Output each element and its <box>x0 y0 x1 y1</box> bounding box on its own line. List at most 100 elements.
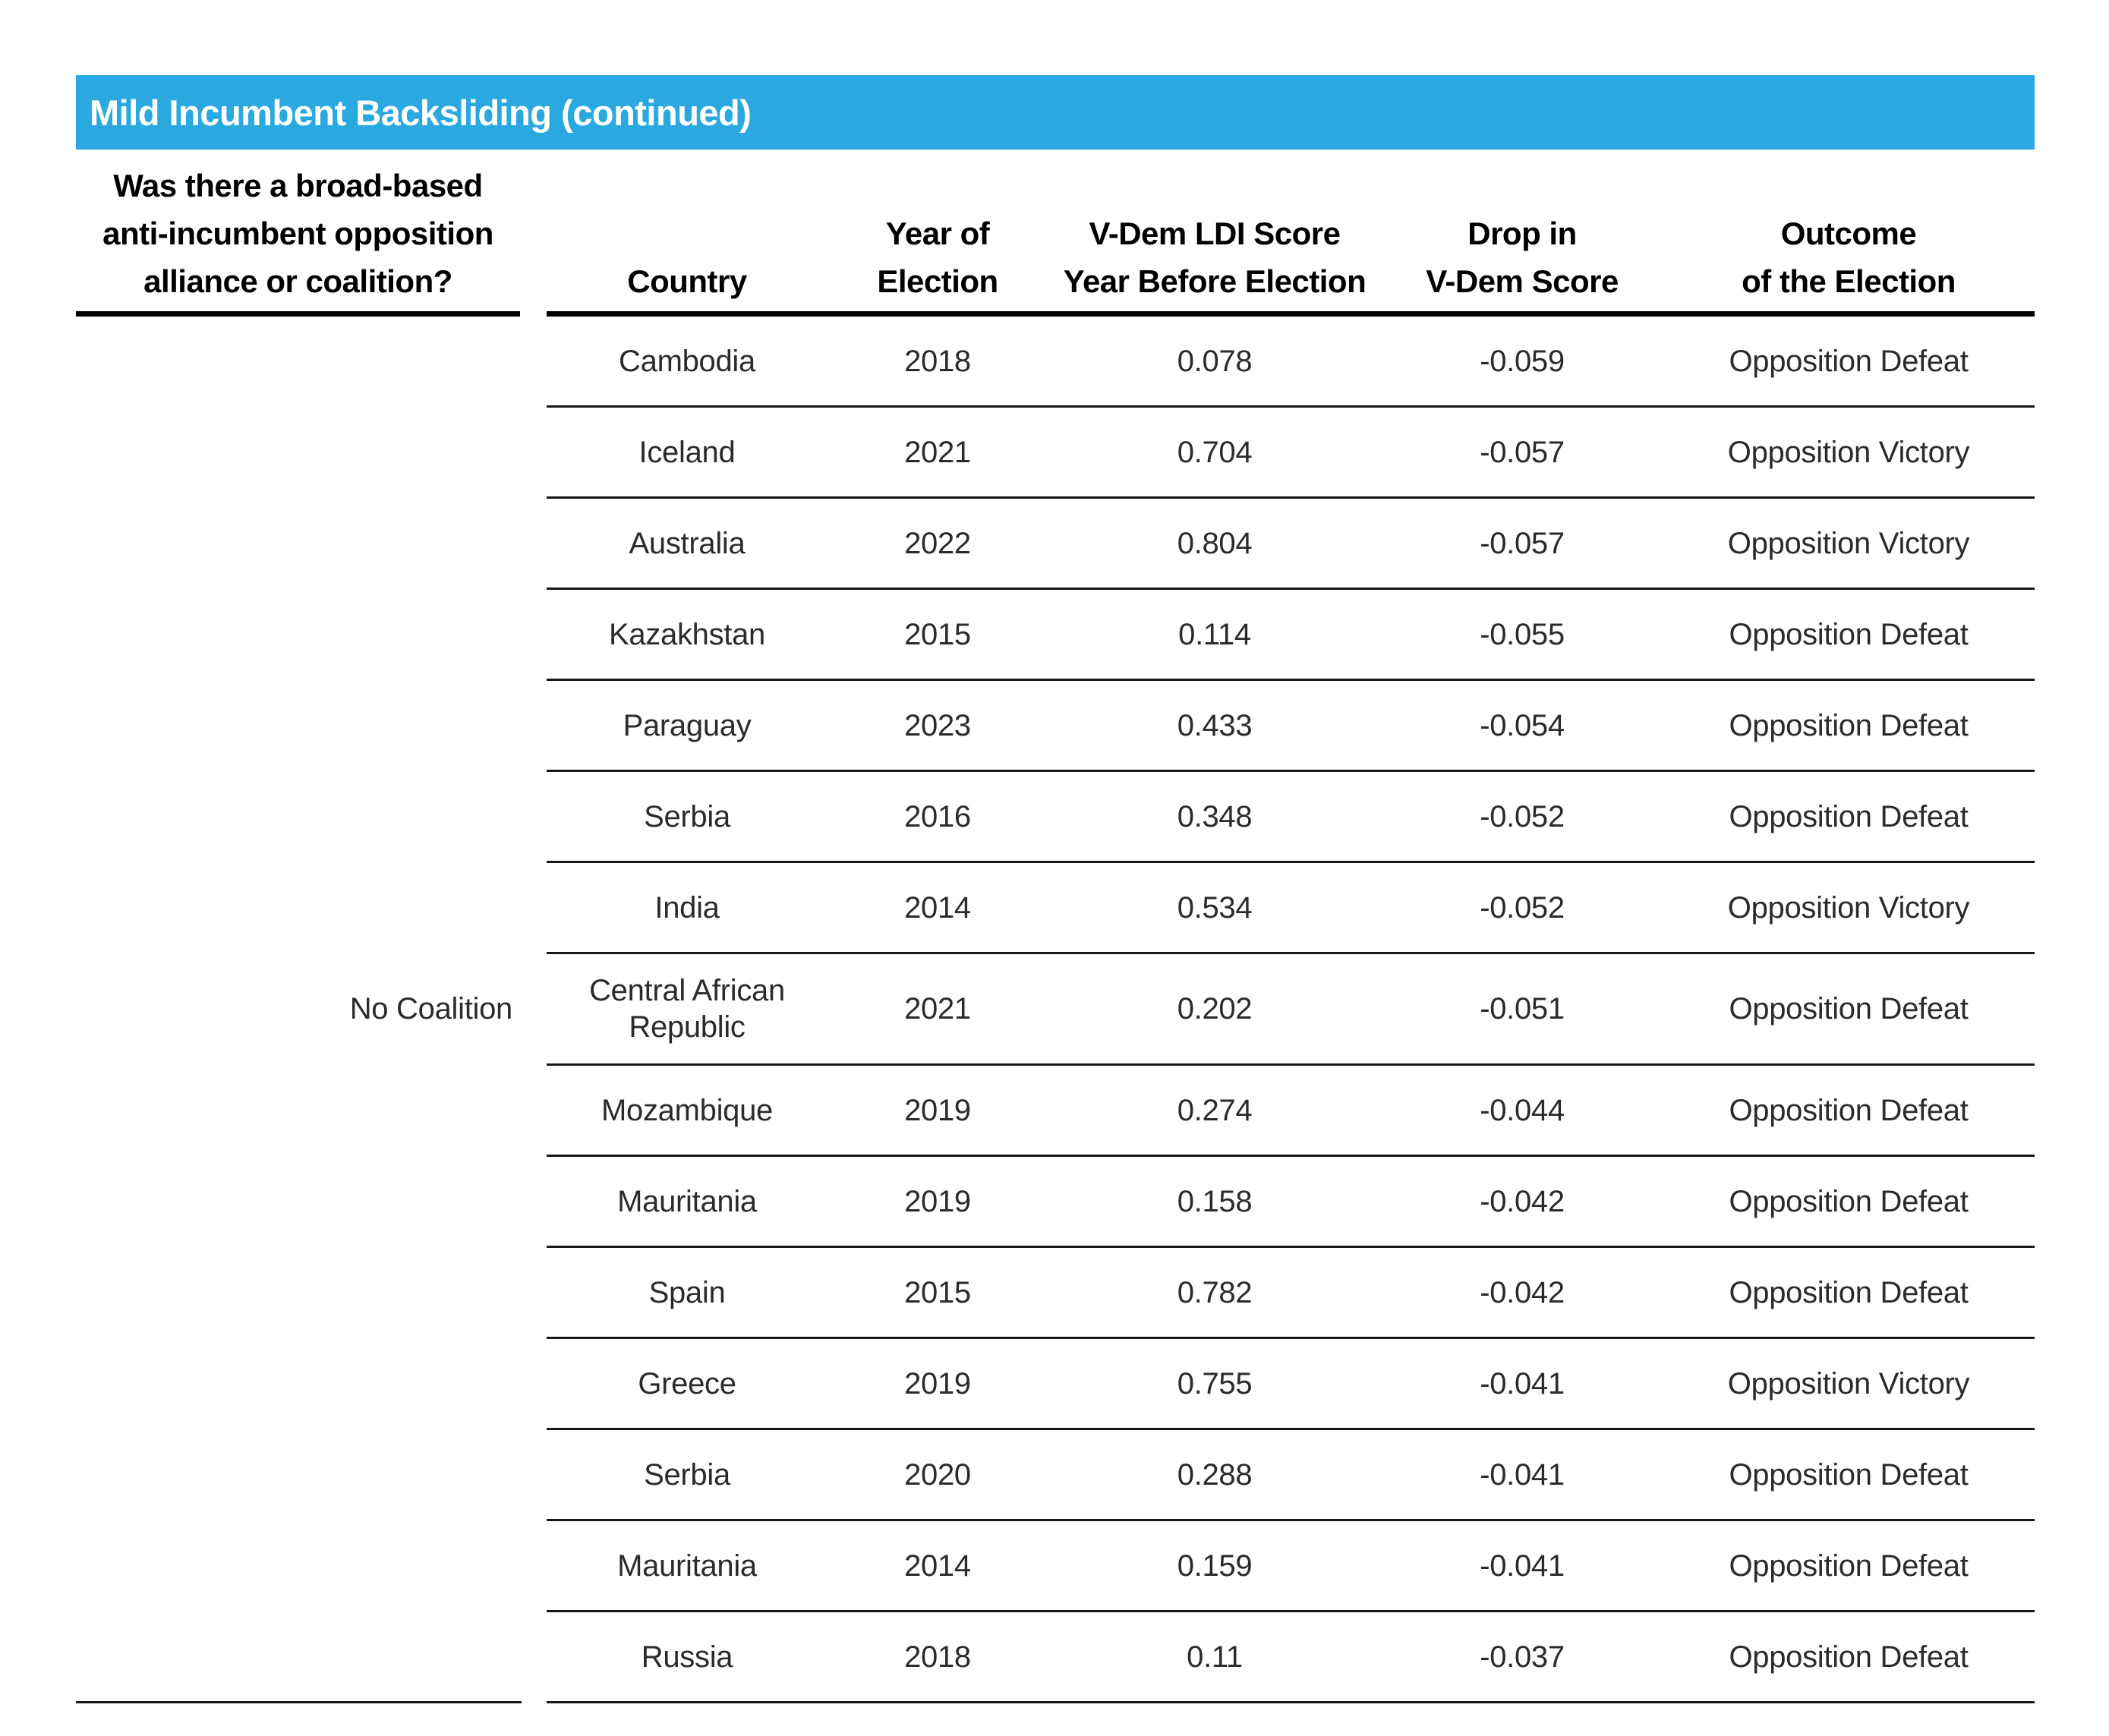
cell-drop: -0.057 <box>1480 435 1565 469</box>
cell-year: 2019 <box>904 1093 971 1127</box>
cell-year: 2014 <box>904 1549 971 1583</box>
section-title-bar: Mild Incumbent Backsliding (continued) <box>76 75 2035 150</box>
column-header-line: Election <box>877 263 998 299</box>
cell-country: Iceland <box>638 435 736 469</box>
cell-country: Kazakhstan <box>608 617 766 651</box>
cell-ldi-score: 0.158 <box>1177 1184 1253 1218</box>
cell-ldi-score: 0.804 <box>1177 526 1253 560</box>
cell-outcome: Opposition Victory <box>1727 526 1970 560</box>
column-header-line: Outcome <box>1780 216 1917 251</box>
table-row: Russia 2018 0.11 -0.037 Opposition Defea… <box>547 1612 2035 1703</box>
cell-ldi-score: 0.202 <box>1177 992 1253 1026</box>
column-header-line: Year Before Election <box>1063 263 1367 299</box>
table-row: Spain 2015 0.782 -0.042 Opposition Defea… <box>547 1248 2035 1339</box>
coalition-column-header: Was there a broad-based anti-incumbent o… <box>76 168 520 311</box>
cell-outcome: Opposition Defeat <box>1729 1093 1969 1127</box>
cell-drop: -0.054 <box>1480 708 1565 742</box>
table-row: Kazakhstan 2015 0.114 -0.055 Opposition … <box>547 590 2035 681</box>
cell-ldi-score: 0.782 <box>1177 1275 1253 1309</box>
cell-ldi-score: 0.159 <box>1177 1549 1253 1583</box>
cell-drop: -0.059 <box>1480 344 1565 378</box>
table-row: Cambodia 2018 0.078 -0.059 Opposition De… <box>547 317 2035 408</box>
cell-country: Russia <box>641 1640 733 1674</box>
table-row: Mozambique 2019 0.274 -0.044 Opposition … <box>547 1066 2035 1157</box>
cell-year: 2015 <box>904 617 971 651</box>
cell-drop: -0.052 <box>1480 799 1565 833</box>
column-header-line: Country <box>627 263 747 299</box>
cell-year: 2019 <box>904 1366 971 1400</box>
cell-country: Paraguay <box>623 708 752 742</box>
cell-ldi-score: 0.433 <box>1177 708 1253 742</box>
cell-country: India <box>654 890 720 925</box>
coalition-header-line: Was there a broad-based <box>113 168 483 203</box>
cell-ldi-score: 0.078 <box>1177 344 1253 378</box>
cell-year: 2021 <box>904 435 971 469</box>
table-header-row: Country Year of Election V-Dem LDI Score… <box>547 169 2035 311</box>
cell-outcome: Opposition Victory <box>1727 1366 1970 1400</box>
column-header-line: Drop in <box>1467 216 1577 251</box>
table-row: Serbia 2016 0.348 -0.052 Opposition Defe… <box>547 772 2035 863</box>
table-row: Mauritania 2014 0.159 -0.041 Opposition … <box>547 1521 2035 1612</box>
table-row: Paraguay 2023 0.433 -0.054 Opposition De… <box>547 681 2035 772</box>
cell-country: Spain <box>648 1275 726 1309</box>
table-row: India 2014 0.534 -0.052 Opposition Victo… <box>547 863 2035 954</box>
column-header-country: Country <box>547 257 828 305</box>
cell-year: 2021 <box>904 992 971 1026</box>
cell-country: Mauritania <box>617 1184 757 1218</box>
table-header-rule <box>547 311 2035 317</box>
cell-year: 2020 <box>904 1457 971 1492</box>
cell-outcome: Opposition Defeat <box>1729 799 1969 833</box>
column-header-outcome: Outcome of the Election <box>1663 210 2035 305</box>
cell-outcome: Opposition Defeat <box>1729 1457 1969 1492</box>
cell-country: Serbia <box>644 1457 730 1492</box>
cell-outcome: Opposition Defeat <box>1729 1640 1969 1674</box>
coalition-header-line: anti-incumbent opposition <box>102 216 493 251</box>
cell-ldi-score: 0.11 <box>1187 1640 1243 1674</box>
cell-year: 2016 <box>904 799 971 833</box>
cell-outcome: Opposition Defeat <box>1729 617 1969 651</box>
cell-year: 2022 <box>904 526 971 560</box>
cell-outcome: Opposition Defeat <box>1729 344 1969 378</box>
cell-drop: -0.057 <box>1480 526 1565 560</box>
column-header-ldi-score: V-Dem LDI Score Year Before Election <box>1048 210 1382 305</box>
table-row: Central African Republic 2021 0.202 -0.0… <box>547 954 2035 1066</box>
cell-year: 2014 <box>904 890 971 925</box>
cell-year: 2015 <box>904 1275 971 1309</box>
cell-drop: -0.052 <box>1480 890 1565 925</box>
cell-year: 2018 <box>904 344 971 378</box>
cell-ldi-score: 0.534 <box>1177 890 1253 925</box>
cell-outcome: Opposition Victory <box>1727 435 1970 469</box>
cell-ldi-score: 0.704 <box>1177 435 1253 469</box>
column-header-line: of the Election <box>1742 263 1956 299</box>
cell-year: 2023 <box>904 708 971 742</box>
column-header-line: Year of <box>885 216 990 251</box>
cell-outcome: Opposition Defeat <box>1729 708 1969 742</box>
cell-outcome: Opposition Victory <box>1727 890 1970 925</box>
cell-ldi-score: 0.114 <box>1178 617 1251 651</box>
column-header-line: V-Dem LDI Score <box>1089 216 1341 251</box>
cell-drop: -0.041 <box>1480 1457 1565 1492</box>
cell-drop: -0.042 <box>1480 1184 1565 1218</box>
cell-ldi-score: 0.288 <box>1177 1457 1253 1492</box>
coalition-header-rule <box>76 311 520 317</box>
cell-country: Serbia <box>644 799 730 833</box>
column-header-line: V-Dem Score <box>1426 263 1619 299</box>
table-row: Iceland 2021 0.704 -0.057 Opposition Vic… <box>547 408 2035 499</box>
cell-country: Cambodia <box>619 344 755 378</box>
coalition-group-label: No Coalition <box>349 991 513 1026</box>
table-row: Greece 2019 0.755 -0.041 Opposition Vict… <box>547 1339 2035 1430</box>
table-body: Cambodia 2018 0.078 -0.059 Opposition De… <box>547 317 2035 1703</box>
cell-drop: -0.044 <box>1480 1093 1565 1127</box>
cell-outcome: Opposition Defeat <box>1729 1184 1969 1218</box>
cell-drop: -0.051 <box>1480 992 1565 1026</box>
cell-ldi-score: 0.348 <box>1177 799 1253 833</box>
column-header-drop: Drop in V-Dem Score <box>1382 210 1663 305</box>
cell-outcome: Opposition Defeat <box>1729 1275 1969 1309</box>
section-title: Mild Incumbent Backsliding (continued) <box>90 92 752 133</box>
cell-country: Greece <box>638 1366 736 1400</box>
coalition-bottom-rule <box>76 1701 522 1703</box>
cell-ldi-score: 0.274 <box>1177 1093 1253 1127</box>
cell-country: Central African Republic <box>589 974 785 1044</box>
cell-outcome: Opposition Defeat <box>1729 992 1969 1026</box>
